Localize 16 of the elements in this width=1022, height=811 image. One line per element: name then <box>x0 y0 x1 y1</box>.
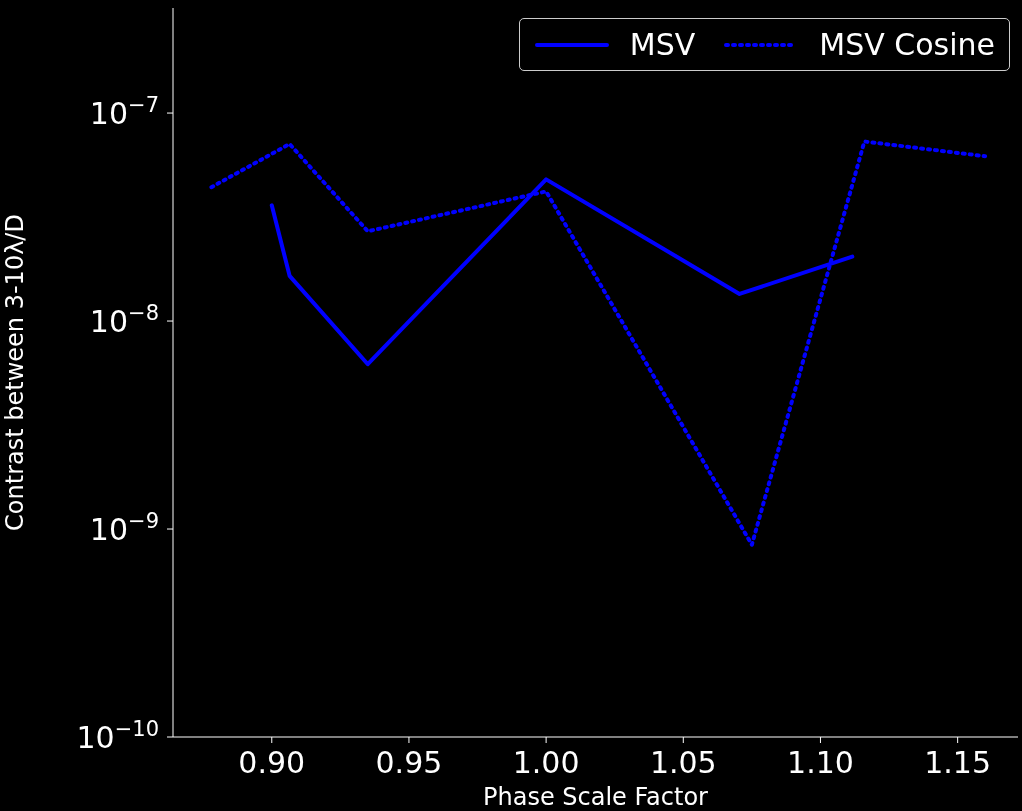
y-tick-label: 10$^{−10}$ <box>76 717 159 755</box>
x-tick-label: 1.15 <box>924 745 992 780</box>
x-tick-label: 0.95 <box>375 745 443 780</box>
y-tick-label: 10$^{−9}$ <box>89 509 159 548</box>
y-tick-label: 10$^{−8}$ <box>89 301 159 340</box>
y-tick-label: 10$^{−7}$ <box>89 93 159 132</box>
line-series <box>269 177 855 367</box>
x-axis-title: Phase Scale Factor <box>483 783 709 811</box>
legend-label: MSV <box>629 27 696 62</box>
x-tick-label: 1.05 <box>649 745 717 780</box>
x-tick-label: 0.90 <box>238 745 306 780</box>
x-tick-label: 1.00 <box>512 745 580 780</box>
x-tick-label: 1.10 <box>787 745 854 780</box>
line-series <box>209 139 988 547</box>
y-axis-title: Contrast between 3-10λ/D <box>0 214 29 531</box>
legend-label: MSV Cosine <box>819 27 995 62</box>
